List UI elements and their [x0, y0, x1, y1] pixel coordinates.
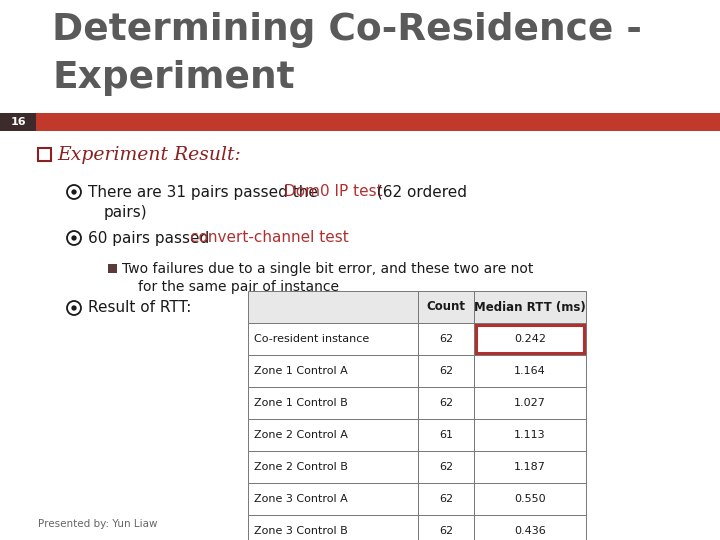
- Bar: [248, 291, 418, 323]
- Text: Two failures due to a single bit error, and these two are not: Two failures due to a single bit error, …: [122, 261, 534, 275]
- Text: There are 31 pairs passed the: There are 31 pairs passed the: [88, 185, 323, 199]
- Bar: [0, 113, 720, 131]
- Text: Zone 1 Control A: Zone 1 Control A: [254, 366, 348, 376]
- Bar: [474, 355, 586, 387]
- Text: Co-resident instance: Co-resident instance: [254, 334, 369, 344]
- Text: convert-channel test: convert-channel test: [190, 231, 348, 246]
- Text: 0.550: 0.550: [514, 494, 546, 504]
- Bar: [248, 451, 418, 483]
- Bar: [474, 291, 586, 323]
- Text: 60 pairs passed: 60 pairs passed: [88, 231, 214, 246]
- Text: Zone 1 Control B: Zone 1 Control B: [254, 398, 348, 408]
- Bar: [38, 148, 51, 161]
- Text: Zone 3 Control B: Zone 3 Control B: [254, 526, 348, 536]
- Text: Median RTT (ms): Median RTT (ms): [474, 300, 586, 314]
- Text: Presented by: Yun Liaw: Presented by: Yun Liaw: [38, 519, 158, 529]
- Bar: [418, 291, 474, 323]
- Bar: [248, 419, 418, 451]
- Text: Zone 2 Control B: Zone 2 Control B: [254, 462, 348, 472]
- Bar: [418, 387, 474, 419]
- Circle shape: [71, 305, 76, 310]
- Text: 61: 61: [439, 430, 453, 440]
- Text: for the same pair of instance: for the same pair of instance: [138, 280, 339, 294]
- Bar: [474, 419, 586, 451]
- Bar: [474, 483, 586, 515]
- Text: 16: 16: [10, 117, 26, 127]
- Bar: [248, 515, 418, 540]
- Bar: [418, 515, 474, 540]
- Text: 0.242: 0.242: [514, 334, 546, 344]
- Text: 62: 62: [439, 494, 453, 504]
- Bar: [418, 419, 474, 451]
- Text: 62: 62: [439, 366, 453, 376]
- Text: Determining Co-Residence -: Determining Co-Residence -: [52, 12, 642, 48]
- Bar: [418, 355, 474, 387]
- Bar: [474, 515, 586, 540]
- Bar: [476, 325, 584, 353]
- Text: 62: 62: [439, 462, 453, 472]
- Bar: [0, 113, 36, 131]
- Bar: [474, 387, 586, 419]
- Bar: [108, 264, 117, 273]
- Bar: [248, 355, 418, 387]
- Text: 1.187: 1.187: [514, 462, 546, 472]
- Bar: [474, 323, 586, 355]
- Bar: [248, 387, 418, 419]
- Text: Experiment: Experiment: [52, 60, 294, 96]
- Text: Dom0 IP test: Dom0 IP test: [284, 185, 382, 199]
- Bar: [248, 483, 418, 515]
- Text: 0.436: 0.436: [514, 526, 546, 536]
- Text: pairs): pairs): [104, 206, 148, 220]
- Bar: [474, 451, 586, 483]
- Text: Zone 3 Control A: Zone 3 Control A: [254, 494, 348, 504]
- Bar: [248, 323, 418, 355]
- Text: 1.113: 1.113: [514, 430, 546, 440]
- Text: (62 ordered: (62 ordered: [372, 185, 467, 199]
- Text: 62: 62: [439, 398, 453, 408]
- Text: 1.164: 1.164: [514, 366, 546, 376]
- Bar: [418, 323, 474, 355]
- Circle shape: [71, 190, 76, 194]
- Text: 62: 62: [439, 334, 453, 344]
- Bar: [418, 451, 474, 483]
- Text: Count: Count: [426, 300, 466, 314]
- Bar: [418, 483, 474, 515]
- Text: Zone 2 Control A: Zone 2 Control A: [254, 430, 348, 440]
- Text: Experiment Result:: Experiment Result:: [57, 145, 241, 164]
- Circle shape: [71, 235, 76, 241]
- Text: 62: 62: [439, 526, 453, 536]
- Text: 1.027: 1.027: [514, 398, 546, 408]
- Text: Result of RTT:: Result of RTT:: [88, 300, 192, 315]
